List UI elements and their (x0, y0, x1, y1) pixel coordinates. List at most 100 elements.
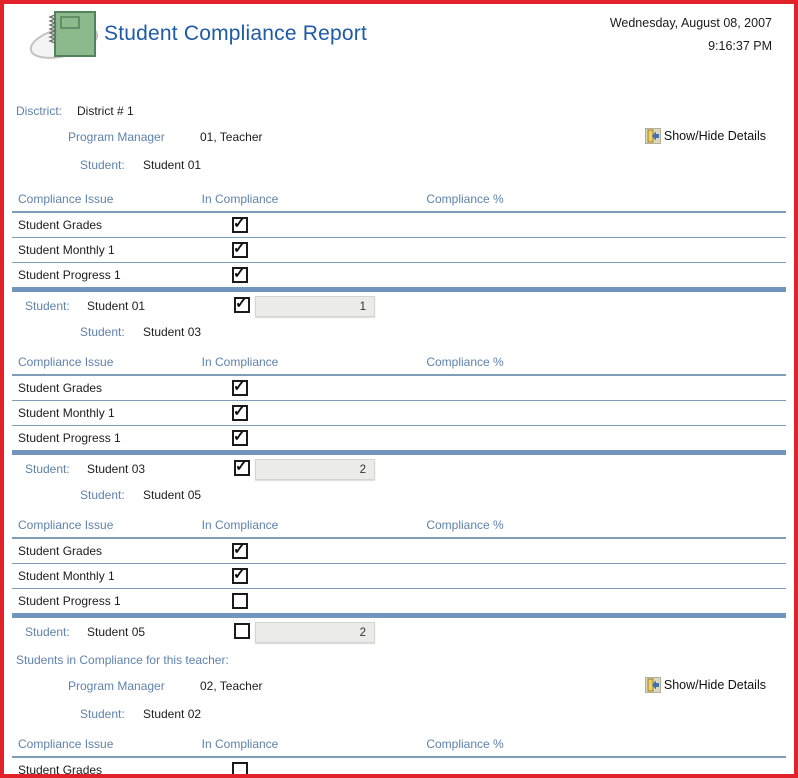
report-body: Disctrict: District # 1 Program Manager … (4, 104, 794, 777)
student-label: Student: (25, 462, 70, 476)
compliance-issue-cell: Student Grades (18, 381, 103, 395)
table-row: Student Progress 1 (12, 426, 786, 450)
column-compliance-issue: Compliance Issue (18, 518, 114, 532)
table-row: Student Monthly 1 (12, 238, 786, 263)
column-compliance-issue: Compliance Issue (18, 355, 114, 369)
table-row: Student Grades (12, 758, 786, 777)
in-compliance-checkbox (232, 264, 248, 283)
student-label: Student: (25, 625, 70, 639)
column-in-compliance: In Compliance (201, 192, 279, 206)
column-compliance-percent: Compliance % (426, 518, 504, 532)
student-label: Student: (80, 707, 125, 721)
district-row: Disctrict: District # 1 (12, 104, 786, 122)
in-compliance-checkbox (232, 565, 248, 584)
program-manager-label: Program Manager (68, 130, 165, 144)
student-name: Student 03 (87, 462, 146, 476)
summary-in-compliance-checkbox (234, 294, 250, 313)
district-value: District # 1 (77, 104, 134, 118)
door-arrow-icon (644, 128, 661, 144)
in-compliance-checkbox (232, 214, 248, 233)
show-hide-details-button[interactable]: Show/Hide Details (644, 128, 766, 144)
in-compliance-checkbox (232, 402, 248, 421)
program-manager-label: Program Manager (68, 679, 165, 693)
page-title: Student Compliance Report (104, 22, 367, 45)
section-divider-bar (12, 613, 786, 618)
student-name: Student 01 (87, 299, 146, 313)
in-compliance-checkbox (232, 239, 248, 258)
column-compliance-issue: Compliance Issue (18, 737, 114, 751)
student-summary-row: Student: Student 05 2 (12, 621, 786, 647)
compliance-issue-cell: Student Progress 1 (18, 431, 121, 445)
in-compliance-checkbox (232, 762, 248, 774)
column-in-compliance: In Compliance (201, 355, 279, 369)
compliance-issue-cell: Student Grades (18, 544, 103, 558)
student-name: Student 02 (143, 707, 202, 721)
program-manager-value: 02, Teacher (200, 679, 263, 693)
program-manager-row: Program Manager 02, Teacher Show/Hide De… (12, 677, 786, 697)
compliance-issue-cell: Student Grades (18, 218, 103, 232)
table-row: Student Grades (12, 213, 786, 238)
column-compliance-percent: Compliance % (426, 192, 504, 206)
summary-in-compliance-checkbox (234, 457, 250, 476)
compliance-table-header: Compliance Issue In Compliance Complianc… (12, 192, 786, 213)
student-summary-row: Student: Student 03 2 (12, 457, 786, 484)
compliance-table-header: Compliance Issue In Compliance Complianc… (12, 355, 786, 376)
in-compliance-checkbox (232, 540, 248, 559)
table-row: Student Monthly 1 (12, 401, 786, 426)
student-label: Student: (25, 299, 70, 313)
door-arrow-icon (644, 677, 661, 693)
compliance-count-box: 1 (255, 296, 375, 317)
report-notebook-logo-icon (28, 9, 106, 63)
column-in-compliance: In Compliance (201, 737, 279, 751)
compliance-issue-cell: Student Monthly 1 (18, 569, 115, 583)
student-name: Student 05 (143, 488, 202, 502)
student-heading: Student: Student 03 (12, 325, 786, 343)
column-compliance-issue: Compliance Issue (18, 192, 114, 206)
student-summary-row: Student: Student 01 1 (12, 294, 786, 321)
program-manager-value: 01, Teacher (200, 130, 263, 144)
student-label: Student: (80, 158, 125, 172)
student-heading: Student: Student 01 (12, 158, 786, 176)
compliance-count-box: 2 (255, 622, 375, 643)
student-label: Student: (80, 325, 125, 339)
column-in-compliance: In Compliance (201, 518, 279, 532)
compliance-issue-cell: Student Monthly 1 (18, 243, 115, 257)
report-time: 9:16:37 PM (708, 39, 772, 53)
in-compliance-checkbox (232, 377, 248, 396)
table-row: Student Grades (12, 376, 786, 401)
table-row: Student Monthly 1 (12, 564, 786, 589)
in-compliance-checkbox (232, 593, 248, 609)
show-hide-details-label: Show/Hide Details (663, 678, 766, 692)
district-label: Disctrict: (16, 104, 62, 118)
student-heading: Student: Student 02 (12, 707, 786, 725)
column-compliance-percent: Compliance % (426, 355, 504, 369)
student-name: Student 03 (143, 325, 202, 339)
table-row: Student Progress 1 (12, 589, 786, 613)
students-in-compliance-heading: Students in Compliance for this teacher: (16, 653, 229, 667)
student-label: Student: (80, 488, 125, 502)
compliance-issue-cell: Student Grades (18, 763, 103, 777)
compliance-table-header: Compliance Issue In Compliance Complianc… (12, 518, 786, 539)
student-name: Student 01 (143, 158, 202, 172)
section-divider-bar (12, 450, 786, 455)
student-heading: Student: Student 05 (12, 488, 786, 506)
table-row: Student Grades (12, 539, 786, 564)
report-header: Student Compliance Report Wednesday, Aug… (4, 4, 794, 62)
compliance-issue-cell: Student Progress 1 (18, 594, 121, 608)
column-compliance-percent: Compliance % (426, 737, 504, 751)
section-divider-bar (12, 287, 786, 292)
report-date: Wednesday, August 08, 2007 (609, 16, 772, 30)
compliance-issue-cell: Student Progress 1 (18, 268, 121, 282)
compliance-issue-cell: Student Monthly 1 (18, 406, 115, 420)
report-datetime: Wednesday, August 08, 2007 9:16:37 PM (610, 12, 772, 58)
summary-in-compliance-checkbox (234, 623, 250, 639)
compliance-table-header: Compliance Issue In Compliance Complianc… (12, 737, 786, 758)
table-row: Student Progress 1 (12, 263, 786, 287)
in-compliance-checkbox (232, 427, 248, 446)
student-name: Student 05 (87, 625, 146, 639)
show-hide-details-button[interactable]: Show/Hide Details (644, 677, 766, 693)
show-hide-details-label: Show/Hide Details (663, 129, 766, 143)
compliance-count-box: 2 (255, 459, 375, 480)
program-manager-row: Program Manager 01, Teacher Show/Hide De… (12, 128, 786, 148)
